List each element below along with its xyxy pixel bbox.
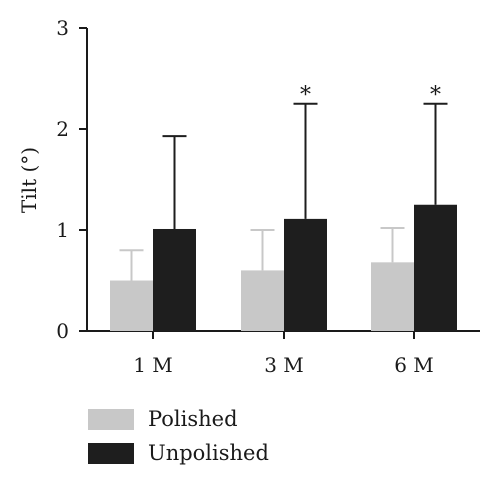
x-tick-label-3m: 3 M <box>264 353 304 377</box>
y-tick-label-0: 0 <box>56 319 69 343</box>
y-tick-label-1: 1 <box>56 218 69 242</box>
y-tick-label-2: 2 <box>56 117 69 141</box>
bar-unpolished-3m <box>284 218 327 331</box>
significance-star-6m: * <box>430 83 441 108</box>
bar-chart: Tilt (°) 0 1 2 3 1 M 3 M 6 M * * <box>17 16 480 377</box>
bar-unpolished-1m <box>153 228 196 331</box>
legend-swatch-polished <box>88 408 134 430</box>
y-axis-label: Tilt (°) <box>17 147 41 213</box>
legend-swatch-unpolished <box>88 442 134 464</box>
legend-label-unpolished: Unpolished <box>148 441 269 465</box>
bar-polished-6m <box>371 262 414 331</box>
y-tick-label-3: 3 <box>56 16 69 40</box>
legend: Polished Unpolished <box>88 402 269 470</box>
bar-unpolished-6m <box>414 204 457 331</box>
bar-polished-1m <box>110 280 153 331</box>
legend-label-polished: Polished <box>148 407 238 431</box>
x-tick-label-1m: 1 M <box>133 353 173 377</box>
legend-item-polished: Polished <box>88 402 269 436</box>
significance-star-3m: * <box>300 83 311 108</box>
legend-item-unpolished: Unpolished <box>88 436 269 470</box>
bar-polished-3m <box>241 270 284 331</box>
x-tick-label-6m: 6 M <box>394 353 434 377</box>
